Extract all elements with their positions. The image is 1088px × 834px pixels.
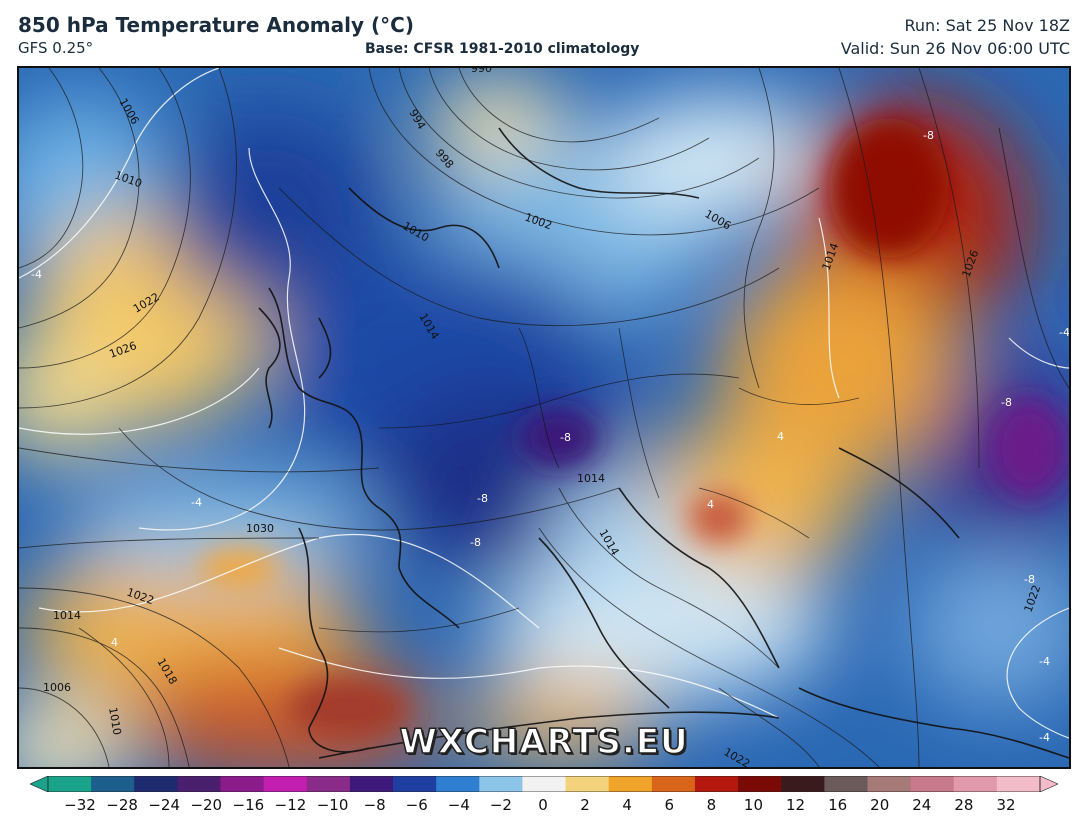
isobar-label: 990 [471,68,492,75]
color-scale-segment [781,776,825,792]
color-scale-segment [522,776,567,792]
color-scale-tick: 28 [954,796,974,814]
valid-time-label: Valid: Sun 26 Nov 06:00 UTC [840,39,1070,58]
color-scale-tick: −32 [64,796,96,814]
anomaly-contour-label: -8 [470,536,481,549]
color-scale-tick: −16 [232,796,265,814]
color-scale-segment [608,776,653,792]
color-scale-segment [996,776,1041,792]
color-scale-segment [824,776,868,792]
anomaly-contour-label: -8 [1024,573,1035,586]
color-scale-segment [694,776,739,792]
anomaly-contour-label: 4 [111,636,118,649]
color-scale-tick: 20 [870,796,890,814]
color-scale-segment [953,776,998,792]
anomaly-contour-label: -4 [31,268,42,281]
anomaly-labels: -4 -4 -8 -8 -8 -8 -4 -8 -8 -4 4 4 4 -4 [31,129,1069,744]
anomaly-contour-label: -8 [477,492,488,505]
isobars [19,68,1069,767]
anomaly-contour-label: -4 [191,496,202,509]
color-scale-tick: 8 [706,796,717,814]
isobar-label: 1006 [43,681,71,694]
color-scale-tick: −10 [316,796,349,814]
anomaly-contour-label: -8 [560,431,571,444]
color-scale-segment [349,776,394,792]
anomaly-map: 1006 1014 1010 1022 1026 990 994 998 1002 1010 101… [17,66,1071,769]
color-scale-max-arrow [1039,776,1058,792]
base-climatology-label: Base: CFSR 1981-2010 climatology [365,41,640,57]
color-scale-segment [393,776,437,792]
color-scale-tick: −28 [106,796,138,814]
isobar-label: 1014 [53,609,81,622]
color-scale-tick: 12 [785,796,806,814]
color-scale-segment [306,776,351,792]
color-scale-tick: 6 [664,796,675,814]
chart-title: 850 hPa Temperature Anomaly (°C) [18,13,414,37]
color-scale-labels: −32 −28 −24 −20 −16 −12 −10 −8 −6 −4 −2 0 2 4 6 8 10 12 16… [0,796,1088,820]
anomaly-contour-label: -4 [1039,655,1050,668]
color-scale-tick: −4 [447,796,470,814]
color-scale-tick: −6 [405,796,428,814]
color-scale-tick: 24 [912,796,932,814]
model-label: GFS 0.25° [18,39,94,57]
isobar-label: 1010 [106,706,124,736]
isobar-label: 1014 [577,472,605,485]
color-scale-segment [48,776,92,792]
color-scale-tick: 32 [996,796,1016,814]
color-scale-tick: −2 [489,796,512,814]
color-scale-tick: −12 [274,796,307,814]
anomaly-detail [199,118,1069,738]
color-scale-tick: 4 [622,796,632,814]
color-scale-tick: −8 [363,796,386,814]
color-scale-tick: −20 [190,796,223,814]
color-scale-tick: −24 [148,796,180,814]
color-scale-segment [910,776,955,792]
color-scale-bar [30,776,1058,792]
color-scale-segment [738,776,782,792]
run-time-label: Run: Sat 25 Nov 18Z [904,16,1070,35]
anomaly-contour-label: -8 [1001,396,1012,409]
watermark: WXCHARTS.EU [399,721,689,763]
color-scale-segment [134,776,178,792]
color-scale-segment [436,776,480,792]
anomaly-contour-label: -4 [1039,731,1050,744]
color-scale-tick: 2 [580,796,590,814]
color-scale-segment [91,776,135,792]
anomaly-field [19,78,1069,767]
color-scale-segment [177,776,222,792]
isobar-label: 1030 [246,522,274,535]
anomaly-contour-label: -4 [1059,326,1069,339]
anomaly-map-canvas: 1006101410101022102699099499810021010101… [19,68,1069,767]
color-scale-tick: 16 [828,796,848,814]
color-scale-min-arrow [30,776,49,792]
color-scale-segment [651,776,696,792]
color-scale-segment [220,776,265,792]
anomaly-contour-label: 4 [777,430,784,443]
color-scale-segment [479,776,523,792]
color-scale-segment [263,776,308,792]
color-scale-tick: 10 [743,796,763,814]
coastlines [258,127,1069,759]
borders [318,327,860,633]
color-scale-segment [867,776,912,792]
color-scale-frame [47,776,1041,792]
anomaly-contour-label: -8 [923,129,934,142]
anomaly-contour-label: 4 [707,498,714,511]
color-scale-segment [565,776,610,792]
color-scale-tick: 0 [538,796,548,814]
